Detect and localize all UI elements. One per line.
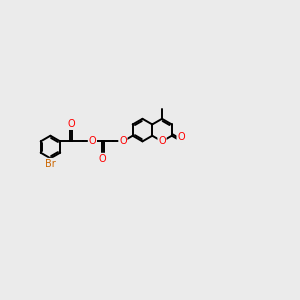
Text: O: O [88, 136, 96, 146]
Text: Br: Br [45, 159, 56, 169]
Text: O: O [177, 132, 185, 142]
Text: O: O [68, 119, 75, 129]
Text: O: O [119, 136, 127, 146]
Text: O: O [98, 154, 106, 164]
Text: O: O [158, 136, 166, 146]
